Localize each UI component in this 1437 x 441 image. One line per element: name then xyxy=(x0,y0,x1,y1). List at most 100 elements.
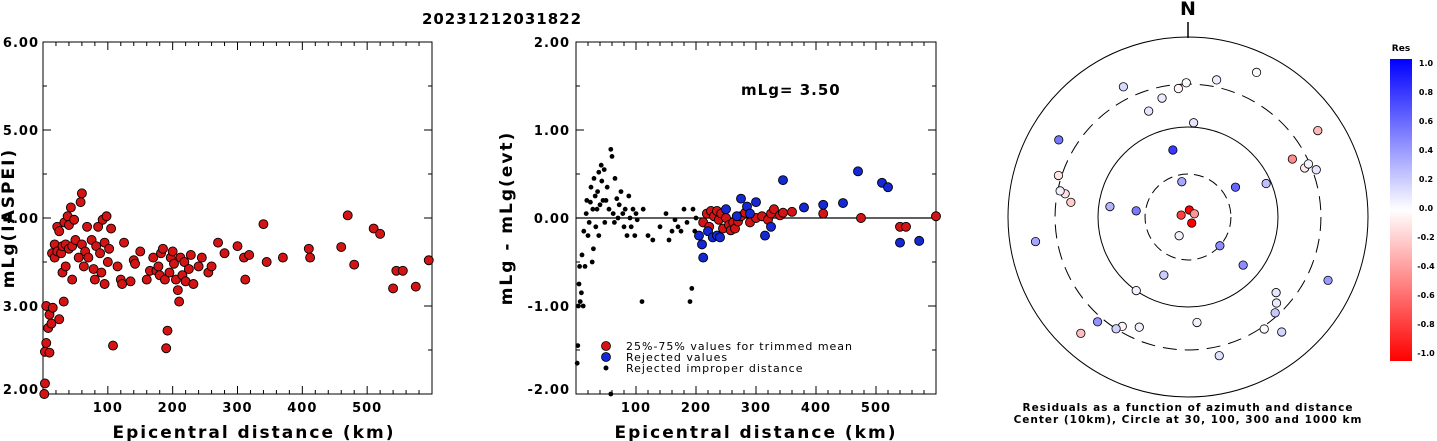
azimuth-point xyxy=(1134,322,1144,332)
x-tick-label: 400 xyxy=(801,401,831,416)
azimuth-point xyxy=(1287,154,1297,164)
data-point xyxy=(89,274,100,285)
ring-30km xyxy=(1144,173,1232,261)
data-point xyxy=(60,261,71,272)
data-point xyxy=(101,211,112,222)
trimmed-mean-point xyxy=(901,221,911,232)
panel-2-x-axis-label: Epicentral distance (km) xyxy=(615,423,898,441)
data-point xyxy=(130,258,141,269)
azimuth-point xyxy=(1144,106,1154,116)
magnitude-vs-distance-panel: 2.00 3.00 4.00 5.00 6.00 100 200 300 400 500 Epic… xyxy=(0,36,434,441)
azimuth-point xyxy=(1173,83,1183,94)
data-point xyxy=(73,252,84,263)
improper-distance-point xyxy=(657,224,663,230)
rejected-point xyxy=(818,199,829,210)
azimuth-plot-caption: Residuals as a function of azimuth and d… xyxy=(1023,402,1354,414)
trimmed-mean-point xyxy=(769,204,779,215)
improper-distance-point xyxy=(593,224,599,230)
data-point xyxy=(305,252,316,263)
data-point xyxy=(54,314,65,325)
improper-distance-point xyxy=(675,224,681,230)
data-point xyxy=(82,221,93,232)
azimuth-point xyxy=(1303,159,1314,169)
data-point xyxy=(125,276,136,287)
data-point xyxy=(342,210,353,221)
improper-distance-point xyxy=(590,206,596,212)
improper-distance-point xyxy=(681,206,687,212)
improper-distance-point xyxy=(618,189,624,195)
azimuth-point xyxy=(1189,209,1199,219)
x-tick-label: 500 xyxy=(352,401,382,416)
improper-distance-point xyxy=(601,167,607,173)
legend-marker-trimmed xyxy=(601,341,611,351)
x-tick-label: 300 xyxy=(741,401,771,416)
data-point xyxy=(65,202,76,213)
y-tick-label: 2.00 xyxy=(3,383,39,398)
azimuth-point xyxy=(1131,206,1141,216)
panel-2-y-axis-label: mLg - mLg(evt) xyxy=(497,131,517,306)
azimuth-point xyxy=(1271,288,1281,298)
y-tick-label: 4.00 xyxy=(3,212,39,227)
rejected-point xyxy=(766,221,776,232)
data-point xyxy=(232,241,243,252)
azimuth-point xyxy=(1131,286,1141,296)
azimuth-points xyxy=(1030,67,1333,361)
x-tick-label: 200 xyxy=(681,401,711,416)
improper-distance-point xyxy=(596,233,602,239)
improper-distance-point xyxy=(622,206,628,212)
data-point xyxy=(368,223,379,234)
azimuth-point xyxy=(1311,165,1321,175)
improper-distance-point xyxy=(574,360,580,366)
residual-vs-distance-panel: -2.00 -1.00 0.00 1.00 2.00 100 200 300 400 500 mL… xyxy=(497,36,941,441)
data-point xyxy=(277,252,288,263)
y-tick-label: 5.00 xyxy=(3,124,39,139)
data-point xyxy=(167,246,178,257)
azimuth-point xyxy=(1271,298,1282,308)
rejected-point xyxy=(736,193,746,204)
improper-distance-point xyxy=(596,169,602,175)
data-point xyxy=(179,257,190,267)
data-point xyxy=(47,302,58,313)
improper-distance-point xyxy=(678,228,684,234)
azimuth-point xyxy=(1111,324,1121,334)
data-point xyxy=(108,340,118,351)
azimuth-point xyxy=(1118,82,1129,92)
improper-distance-point xyxy=(639,299,645,304)
azimuth-point xyxy=(1053,170,1064,181)
legend-marker-improper-distance xyxy=(603,365,609,371)
azimuth-point xyxy=(1238,260,1248,270)
colorbar-tick-label: 1.0 xyxy=(1419,59,1434,68)
y-tick-label: -1.00 xyxy=(528,300,570,315)
y-tick-label: 0.00 xyxy=(534,212,570,227)
data-point xyxy=(213,237,224,248)
legend-label-improper-distance: Rejected improper distance xyxy=(626,362,804,375)
rejected-point xyxy=(694,230,704,241)
azimuth-point xyxy=(1181,78,1191,88)
azimuth-point xyxy=(1076,328,1086,338)
improper-distance-point xyxy=(610,211,616,217)
data-point xyxy=(78,261,89,272)
data-point xyxy=(423,255,434,266)
improper-distance-point xyxy=(592,193,598,199)
azimuth-point xyxy=(1270,308,1280,318)
improper-distance-point xyxy=(588,184,594,190)
rejected-point xyxy=(799,202,809,213)
azimuth-point xyxy=(1277,327,1287,337)
data-point xyxy=(44,347,55,358)
rejected-point xyxy=(721,204,731,215)
rejected-point xyxy=(853,166,863,177)
azimuth-residual-panel: N Residuals as a function of azimuth and… xyxy=(1007,0,1369,426)
colorbar-tick-label: -1.0 xyxy=(1417,349,1435,358)
data-point xyxy=(196,252,207,263)
azimuth-point xyxy=(1177,177,1187,187)
data-point xyxy=(83,252,94,263)
panel-2-mlg-annotation: mLg= 3.50 xyxy=(741,81,841,99)
colorbar-tick-label: -0.4 xyxy=(1417,262,1435,271)
data-point xyxy=(69,214,80,225)
azimuth-plot-subcaption: Center (10km), Circle at 30, 100, 300 an… xyxy=(1014,414,1363,426)
azimuth-point xyxy=(1215,241,1225,251)
azimuth-point xyxy=(1189,118,1199,128)
rejected-point xyxy=(697,239,707,250)
data-point xyxy=(67,274,78,285)
data-point xyxy=(183,264,194,274)
